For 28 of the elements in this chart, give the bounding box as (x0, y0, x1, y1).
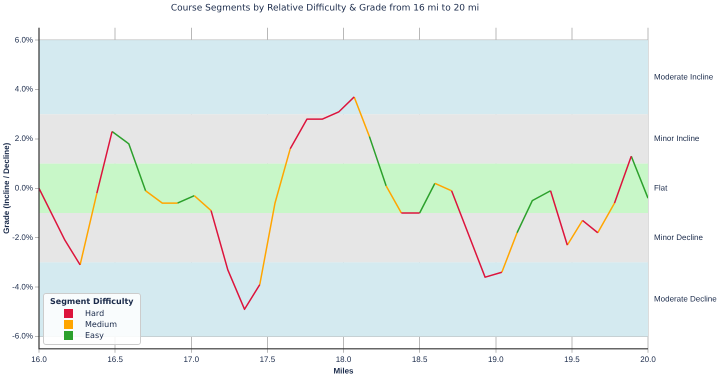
y-tick-label: -2.0% (12, 232, 33, 242)
x-tick-label: 17.5 (260, 354, 276, 364)
x-tick-label: 19.0 (488, 354, 504, 364)
x-tick-label: 20.0 (640, 354, 656, 364)
y-tick-label: 4.0% (14, 84, 33, 94)
band-label: Moderate Decline (654, 294, 718, 304)
band-label: Flat (654, 184, 668, 193)
y-tick-label: 2.0% (14, 134, 33, 144)
y-tick-label: 6.0% (14, 35, 33, 44)
x-tick-label: 17.0 (183, 354, 200, 364)
legend-label: Easy (85, 330, 104, 340)
x-tick-label: 18.0 (336, 354, 352, 364)
legend-label: Medium (85, 320, 117, 329)
band-label: Moderate Incline (654, 72, 714, 82)
y-tick-label: 0.0% (14, 184, 33, 193)
band-label: Minor Incline (654, 134, 700, 144)
x-tick-label: 19.5 (564, 354, 580, 364)
band-label: Minor Decline (654, 232, 704, 242)
x-tick-label: 16.5 (107, 354, 124, 364)
x-axis-title: Miles (333, 366, 354, 376)
legend-label: Hard (85, 308, 104, 318)
x-tick-label: 16.0 (31, 354, 48, 364)
legend-title: Segment Difficulty (50, 296, 134, 306)
y-tick-label: -4.0% (12, 282, 33, 292)
x-tick-label: 18.5 (412, 354, 428, 364)
chart-title: Course Segments by Relative Difficulty & Grade from 16 mi to 20 mi (170, 4, 480, 14)
y-tick-label: -6.0% (12, 332, 33, 341)
y-axis-title: Grade (Incline / Decline) (2, 142, 12, 234)
